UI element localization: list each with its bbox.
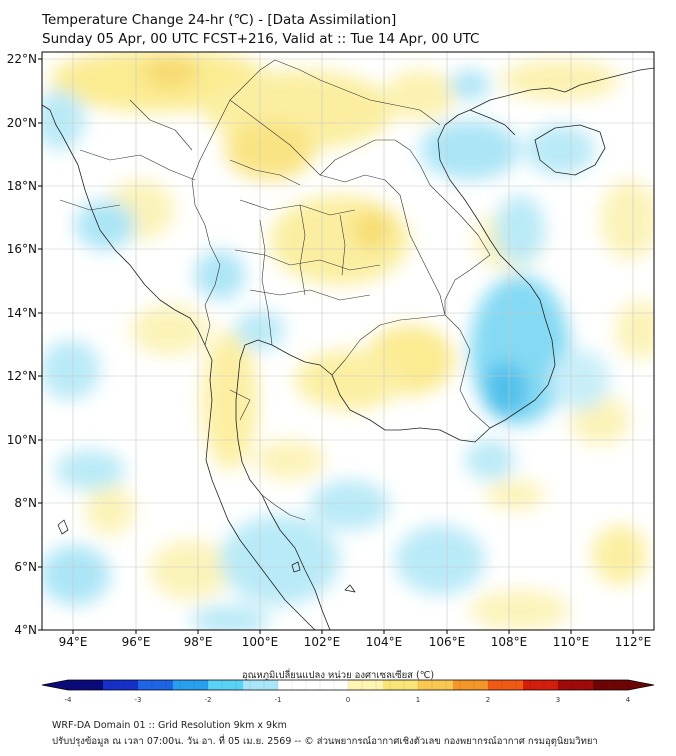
colorbar-tick: -3	[135, 696, 142, 704]
colorbar-tick: -2	[205, 696, 212, 704]
colorbar-segment	[173, 680, 209, 690]
colorbar-segment	[278, 680, 314, 690]
colorbar-tick: -4	[65, 696, 73, 704]
coastlines	[42, 67, 654, 630]
footer-model-info: WRF-DA Domain 01 :: Grid Resolution 9km …	[52, 720, 287, 731]
lat-label: 12°N	[7, 369, 37, 383]
colorbar-segment	[138, 680, 174, 690]
lat-label: 14°N	[7, 306, 37, 320]
colorbar-tick: -1	[275, 696, 282, 704]
colorbar-tick: 4	[626, 696, 631, 704]
lon-label: 110°E	[553, 635, 590, 649]
lon-label: 96°E	[122, 635, 151, 649]
map-frame	[41, 51, 655, 631]
lat-label: 6°N	[14, 560, 37, 574]
lat-label: 10°N	[7, 433, 37, 447]
colorbar-max-arrow	[628, 680, 654, 690]
colorbar-label: อุณหภูมิเปลี่ยนแปลง หน่วย องศาเซลเซียส (…	[241, 670, 435, 681]
colorbar-segment	[383, 680, 419, 690]
lon-label: 94°E	[59, 635, 88, 649]
colorbar-tick: 3	[556, 696, 560, 704]
colorbar-segment	[68, 680, 104, 690]
lon-label: 108°E	[491, 635, 528, 649]
longitude-labels: 94°E 96°E 98°E 100°E 102°E 104°E 106°E 1…	[59, 635, 652, 649]
lat-label: 8°N	[14, 496, 37, 510]
map-title: Temperature Change 24-hr (℃) - [Data Ass…	[42, 12, 397, 28]
lon-label: 98°E	[184, 635, 213, 649]
colorbar-segment	[243, 680, 279, 690]
colorbar-segment	[453, 680, 489, 690]
colorbar-segment	[488, 680, 524, 690]
colorbar-segment	[208, 680, 244, 690]
colorbar-outline	[41, 679, 655, 691]
footer-credit: ปรับปรุงข้อมูล ณ เวลา 07:00น. วัน อา. ที…	[52, 736, 598, 747]
lon-label: 102°E	[304, 635, 341, 649]
latitude-labels: 22°N 20°N 18°N 16°N 14°N 12°N 10°N 8°N 6…	[7, 52, 37, 637]
lat-label: 20°N	[7, 116, 37, 130]
colorbar-tick: 0	[346, 696, 350, 704]
colorbar-segment	[593, 680, 629, 690]
colorbar-min-arrow	[42, 680, 68, 690]
colorbar-segment	[103, 680, 139, 690]
colorbar-segment	[313, 680, 349, 690]
lat-label: 18°N	[7, 179, 37, 193]
lon-label: 106°E	[429, 635, 466, 649]
lon-label: 104°E	[366, 635, 403, 649]
map-subtitle: Sunday 05 Apr, 00 UTC FCST+216, Valid at…	[42, 31, 480, 47]
axis-ticks	[38, 58, 634, 634]
lat-label: 22°N	[7, 52, 37, 66]
lon-label: 100°E	[242, 635, 279, 649]
lat-label: 16°N	[7, 242, 37, 256]
colorbar-segment	[348, 680, 384, 690]
colorbar-tick: 2	[486, 696, 490, 704]
colorbar-tick: 1	[416, 696, 420, 704]
lat-label: 4°N	[14, 623, 37, 637]
colorbar-segment	[558, 680, 594, 690]
colorbar	[41, 679, 655, 691]
lon-label: 112°E	[615, 635, 652, 649]
colorbar-segment	[523, 680, 559, 690]
colorbar-segment	[418, 680, 454, 690]
borders	[59, 59, 491, 521]
colorbar-ticks: -4 -3 -2 -1 0 1 2 3 4	[65, 696, 631, 704]
